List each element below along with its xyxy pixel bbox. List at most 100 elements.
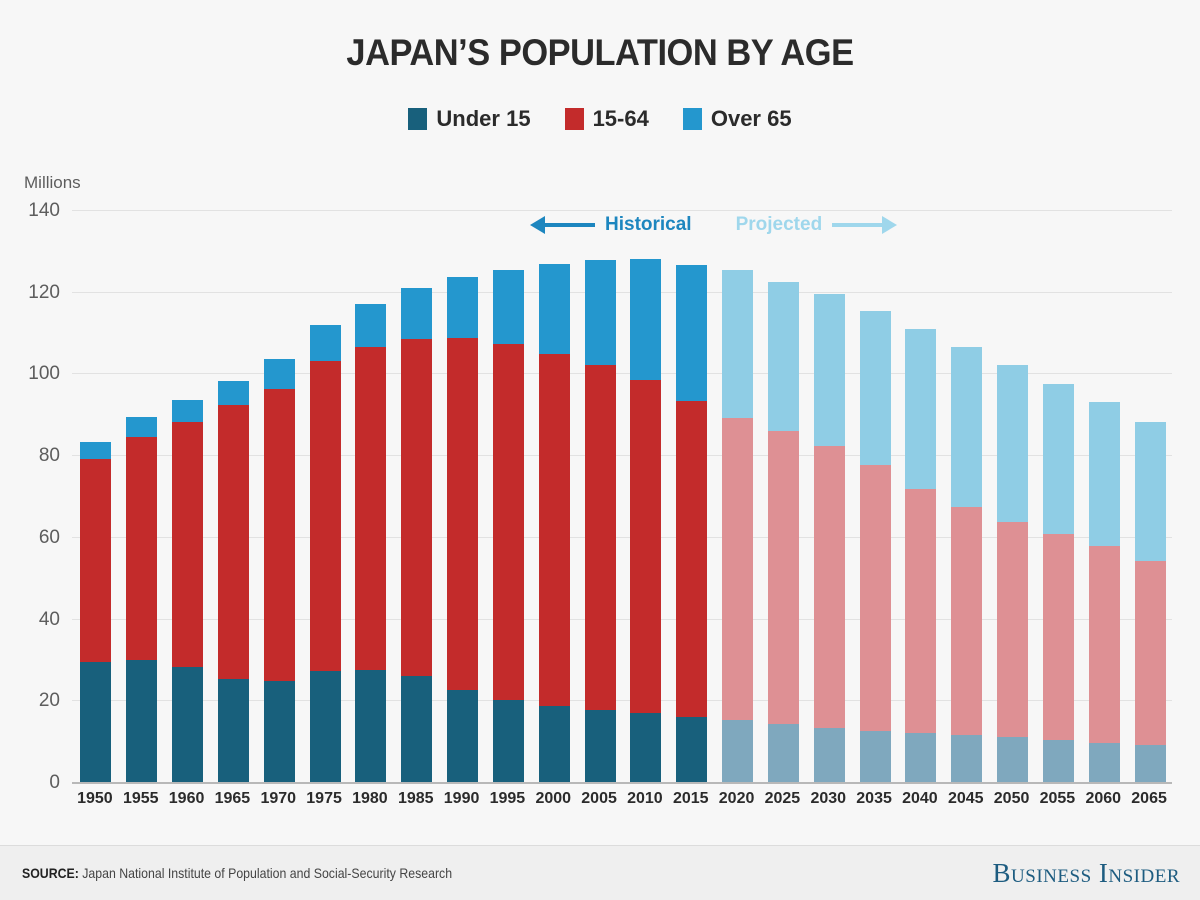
bar-segment-2055-15-64 — [1042, 534, 1074, 740]
bar-1990[interactable] — [447, 277, 479, 782]
bar-segment-2020-over-65 — [722, 269, 754, 418]
y-tick-label-140: 140 — [28, 200, 60, 221]
bar-segment-2015-15-64 — [676, 401, 708, 718]
bar-2040[interactable] — [905, 328, 937, 782]
bar-segment-2015-under-15 — [676, 717, 708, 782]
bar-segment-2040-15-64 — [905, 488, 937, 733]
bar-segment-2040-under-15 — [905, 732, 937, 782]
bar-segment-2045-over-65 — [951, 346, 983, 508]
bar-segment-2000-15-64 — [538, 354, 570, 707]
x-tick-label-2065: 2065 — [1131, 790, 1167, 807]
bar-segment-1995-under-15 — [492, 700, 524, 782]
bar-segment-1965-under-15 — [217, 679, 249, 782]
bar-segment-1975-over-65 — [309, 324, 341, 362]
projected-arrow-line — [832, 223, 883, 227]
bar-segment-2010-over-65 — [630, 259, 662, 380]
legend-label-15-64: 15-64 — [592, 106, 649, 131]
bar-segment-1960-over-65 — [172, 400, 204, 423]
bar-2025[interactable] — [767, 281, 799, 782]
bar-segment-2020-under-15 — [722, 720, 754, 782]
bar-2030[interactable] — [813, 293, 845, 782]
legend-item-under-15: Under 15 — [408, 106, 531, 132]
bar-1970[interactable] — [263, 358, 295, 782]
bar-segment-2055-under-15 — [1042, 739, 1074, 782]
gridline-40 — [72, 618, 1172, 620]
bar-segment-2065-15-64 — [1134, 560, 1166, 746]
bar-segment-2000-under-15 — [538, 706, 570, 782]
bar-segment-2040-over-65 — [905, 328, 937, 489]
historical-arrow-line — [545, 223, 595, 227]
x-tick-label-1975: 1975 — [306, 790, 342, 807]
x-tick-label-2015: 2015 — [672, 790, 709, 807]
bar-segment-1970-15-64 — [263, 388, 295, 681]
x-tick-label-1980: 1980 — [352, 790, 388, 807]
bar-1955[interactable] — [126, 417, 158, 782]
bar-1980[interactable] — [355, 304, 387, 782]
page-title: JAPAN’S POPULATION BY AGE — [346, 32, 854, 73]
bar-2010[interactable] — [630, 259, 662, 782]
bar-2020[interactable] — [722, 269, 754, 782]
x-tick-label-2030: 2030 — [810, 790, 847, 807]
business-insider-logo: Business Insider — [992, 857, 1180, 888]
gridline-0 — [72, 782, 1172, 784]
gridline-20 — [72, 700, 1172, 702]
bar-2005[interactable] — [584, 260, 616, 782]
bar-2065[interactable] — [1134, 422, 1166, 782]
bar-segment-1985-15-64 — [401, 338, 433, 676]
bar-2055[interactable] — [1042, 384, 1074, 782]
bar-segment-1955-15-64 — [126, 436, 158, 661]
bar-segment-1975-15-64 — [309, 361, 341, 671]
chart-legend: Under 15 15-64 Over 65 — [0, 106, 1200, 132]
bar-segment-2035-under-15 — [859, 730, 891, 782]
bar-segment-1970-over-65 — [263, 358, 295, 389]
bar-segment-1990-15-64 — [447, 338, 479, 691]
bar-segment-2060-under-15 — [1088, 743, 1120, 782]
bar-segment-2060-15-64 — [1088, 546, 1120, 744]
y-tick-label-80: 80 — [38, 445, 60, 467]
bar-segment-2025-over-65 — [767, 281, 799, 432]
bar-segment-2065-under-15 — [1134, 745, 1166, 782]
bar-1965[interactable] — [217, 380, 249, 782]
gridline-80 — [72, 455, 1172, 457]
footer-divider — [0, 845, 1200, 846]
bar-segment-1995-over-65 — [492, 269, 524, 345]
y-tick-label-100: 100 — [28, 363, 60, 385]
bar-segment-2025-15-64 — [767, 431, 799, 725]
bar-1975[interactable] — [309, 324, 341, 782]
bar-1995[interactable] — [492, 269, 524, 782]
bar-segment-2030-15-64 — [813, 445, 845, 729]
legend-label-over-65: Over 65 — [710, 106, 792, 131]
bar-2035[interactable] — [859, 310, 891, 782]
y-tick-label-40: 40 — [38, 608, 60, 630]
historical-label: Historical — [605, 214, 692, 235]
bar-segment-1950-15-64 — [80, 458, 112, 662]
gridline-140 — [72, 210, 1172, 211]
bar-2000[interactable] — [538, 264, 570, 782]
bar-segment-1975-under-15 — [309, 670, 341, 782]
bar-1985[interactable] — [401, 287, 433, 782]
bar-1960[interactable] — [172, 400, 204, 782]
bar-segment-2005-under-15 — [584, 710, 616, 782]
legend-item-over-65: Over 65 — [682, 106, 792, 132]
bar-segment-2000-over-65 — [538, 264, 570, 355]
source-prefix: SOURCE: — [22, 865, 79, 881]
x-tick-label-2060: 2060 — [1085, 790, 1122, 807]
bar-2045[interactable] — [951, 346, 983, 782]
historical-projected-annotation: Historical Projected — [530, 212, 898, 238]
bar-1950[interactable] — [80, 442, 112, 782]
x-tick-label-2040: 2040 — [902, 790, 938, 807]
bar-series-container — [72, 210, 1172, 782]
bar-segment-2045-15-64 — [951, 507, 983, 736]
chart-plot-area: 0 20 40 60 80 100 120 140 — [28, 200, 1172, 793]
bar-segment-1985-over-65 — [401, 287, 433, 339]
x-tick-label-1955: 1955 — [122, 790, 159, 807]
bar-2050[interactable] — [997, 364, 1029, 782]
x-tick-label-2020: 2020 — [718, 790, 755, 807]
bar-segment-1950-over-65 — [80, 442, 112, 459]
bar-segment-2005-over-65 — [584, 260, 616, 366]
bar-segment-2050-over-65 — [997, 364, 1029, 522]
bar-2060[interactable] — [1088, 401, 1120, 782]
bar-2015[interactable] — [676, 264, 708, 782]
right-arrow-icon — [882, 216, 898, 234]
